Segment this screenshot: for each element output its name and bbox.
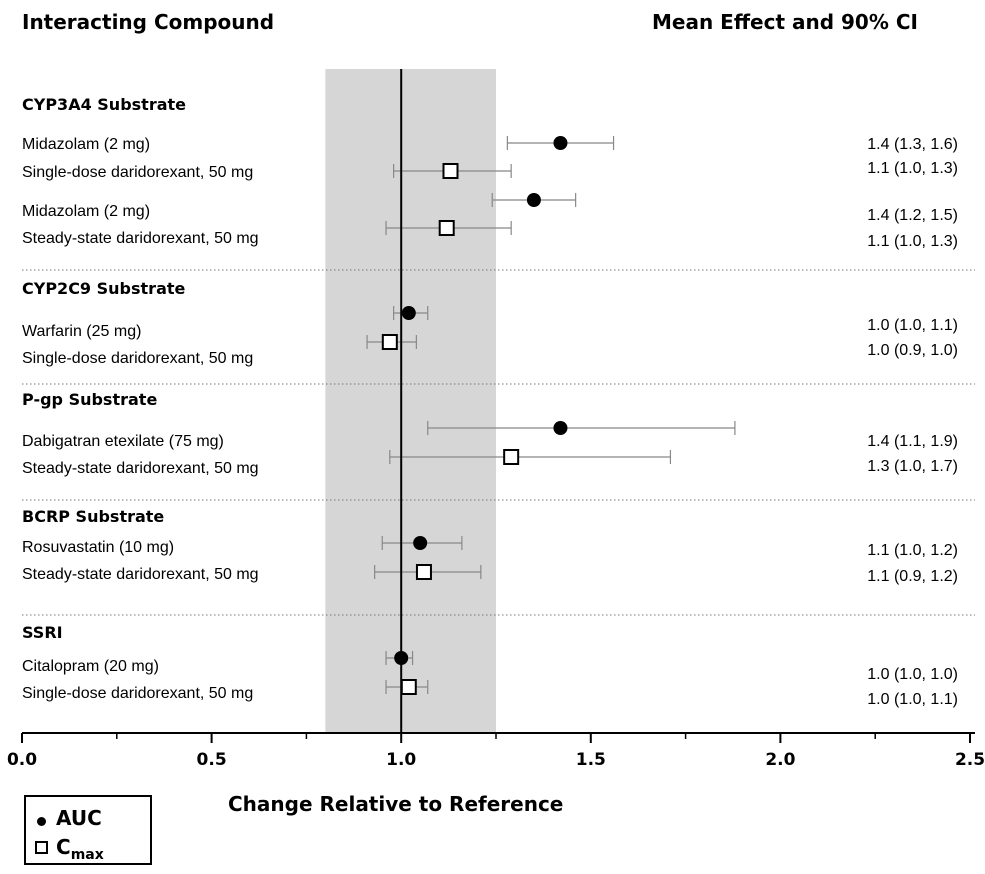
group-title: CYP2C9 Substrate	[22, 279, 186, 298]
group-title: P-gp Substrate	[22, 390, 157, 409]
row-label: Single-dose daridorexant, 50 mg	[22, 164, 253, 181]
row-value: 1.1 (1.0, 1.3)	[867, 160, 958, 177]
x-tick-label: 1.5	[576, 750, 606, 770]
auc-point	[394, 651, 409, 665]
row-value: 1.0 (1.0, 1.1)	[867, 691, 958, 708]
x-tick-label: 1.0	[386, 750, 416, 770]
row-value: 1.3 (1.0, 1.7)	[867, 458, 958, 475]
row-label: Single-dose daridorexant, 50 mg	[22, 350, 253, 367]
row-label: Dabigatran etexilate (75 mg)	[22, 433, 224, 450]
auc-point	[413, 536, 428, 550]
row-value: 1.0 (0.9, 1.0)	[867, 342, 958, 359]
equivalence-band	[325, 69, 496, 733]
row-label: Steady-state daridorexant, 50 mg	[22, 460, 259, 477]
x-tick-label: 2.5	[955, 750, 985, 770]
legend: AUC Cmax	[24, 795, 152, 865]
x-tick-label: 2.0	[765, 750, 795, 770]
row-value: 1.1 (1.0, 1.2)	[867, 542, 958, 559]
row-label: Rosuvastatin (10 mg)	[22, 539, 174, 556]
auc-point	[553, 421, 568, 435]
group-title: CYP3A4 Substrate	[22, 95, 186, 114]
cmax-legend-label-sub: max	[70, 847, 104, 863]
cmax-point	[442, 163, 459, 179]
cmax-point	[400, 679, 417, 695]
row-value: 1.0 (1.0, 1.0)	[867, 666, 958, 683]
row-label: Steady-state daridorexant, 50 mg	[22, 566, 259, 583]
cmax-legend-marker	[35, 841, 48, 854]
x-tick-label: 0.5	[197, 750, 227, 770]
cmax-point	[381, 334, 398, 350]
auc-point	[526, 193, 541, 207]
x-axis-title: Change Relative to Reference	[228, 792, 564, 816]
row-label: Citalopram (20 mg)	[22, 658, 159, 675]
group-title: SSRI	[22, 623, 63, 642]
row-label: Midazolam (2 mg)	[22, 203, 150, 220]
cmax-point	[438, 220, 455, 236]
row-value: 1.4 (1.3, 1.6)	[867, 136, 958, 153]
right-column-header: Mean Effect and 90% CI	[652, 10, 918, 34]
group-title: BCRP Substrate	[22, 507, 164, 526]
row-label: Midazolam (2 mg)	[22, 136, 150, 153]
forest-plot: CYP3A4 Substrate Midazolam (2 mg) 1.4 (1.3…	[7, 69, 985, 770]
row-value: 1.4 (1.2, 1.5)	[867, 207, 958, 224]
auc-point	[553, 136, 568, 150]
auc-point	[401, 306, 416, 320]
row-value: 1.0 (1.0, 1.1)	[867, 317, 958, 334]
cmax-legend-label: Cmax	[56, 835, 104, 863]
auc-legend-marker	[37, 817, 46, 826]
cmax-point	[415, 564, 432, 580]
x-tick-label: 0.0	[7, 750, 37, 770]
auc-legend-label: AUC	[56, 806, 102, 830]
row-value: 1.1 (0.9, 1.2)	[867, 568, 958, 585]
cmax-point	[503, 449, 520, 465]
cmax-legend-label-main: C	[56, 835, 71, 859]
row-value: 1.1 (1.0, 1.3)	[867, 233, 958, 250]
row-label: Warfarin (25 mg)	[22, 323, 141, 340]
left-column-header: Interacting Compound	[22, 10, 275, 34]
row-value: 1.4 (1.1, 1.9)	[867, 433, 958, 450]
row-label: Steady-state daridorexant, 50 mg	[22, 230, 259, 247]
row-label: Single-dose daridorexant, 50 mg	[22, 685, 253, 702]
